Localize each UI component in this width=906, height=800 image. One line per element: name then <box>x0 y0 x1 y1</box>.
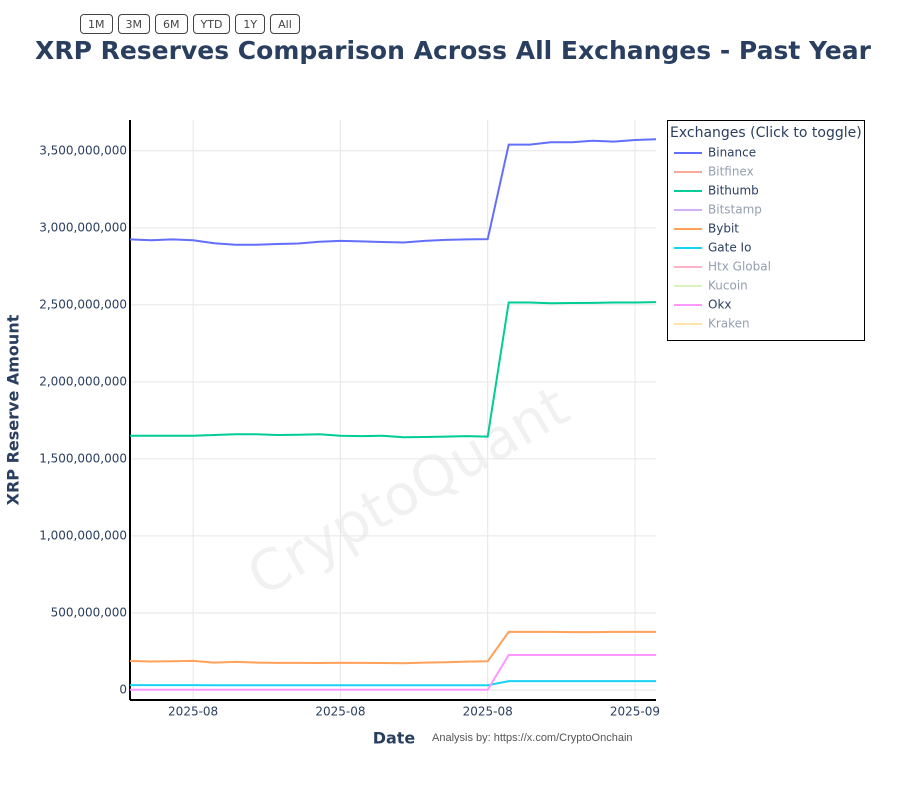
y-tick-label: 2,000,000,000 <box>39 374 127 388</box>
legend-label: Kucoin <box>708 279 748 293</box>
y-axis-title: XRP Reserve Amount <box>4 314 23 505</box>
legend-item[interactable]: Bithumb <box>674 184 759 198</box>
range-button[interactable]: 1M <box>80 14 113 34</box>
series-line <box>129 630 656 665</box>
x-tick-label: 2025-08 <box>315 705 365 719</box>
range-selector: 1M 3M 6M YTD 1Y All <box>80 14 300 34</box>
x-tick-label: 2025-09 <box>610 705 660 719</box>
legend-item[interactable]: Bybit <box>674 222 739 236</box>
y-tick-label: 1,000,000,000 <box>39 528 127 542</box>
y-tick-label: 3,000,000,000 <box>39 220 127 234</box>
series-line <box>130 680 656 687</box>
legend-item[interactable]: Gate Io <box>674 241 751 255</box>
range-button[interactable]: YTD <box>192 14 231 34</box>
legend-label: Htx Global <box>708 260 771 274</box>
y-tick-label: 1,500,000,000 <box>39 451 127 465</box>
y-tick-label: 500,000,000 <box>51 605 127 619</box>
legend-title: Exchanges (Click to toggle) <box>670 125 862 141</box>
legend-label: Bitstamp <box>708 203 762 217</box>
legend-item[interactable]: Bitstamp <box>674 203 762 217</box>
legend-item[interactable]: Kraken <box>674 317 750 331</box>
legend-item[interactable]: Binance <box>674 146 756 160</box>
grid <box>130 120 656 700</box>
x-axis-title: Date <box>373 729 416 748</box>
range-button[interactable]: 3M <box>117 14 150 34</box>
y-tick-label: 0 <box>119 682 127 696</box>
watermark: CryptoQuant <box>237 374 580 609</box>
series-line <box>129 138 657 246</box>
legend-item[interactable]: Okx <box>674 298 732 312</box>
x-tick-label: 2025-08 <box>168 705 218 719</box>
range-button[interactable]: 1Y <box>235 14 266 34</box>
x-tick-label: 2025-08 <box>463 705 513 719</box>
legend-label: Kraken <box>708 317 750 331</box>
legend-label: Okx <box>708 298 732 312</box>
series-line <box>130 654 656 691</box>
range-button[interactable]: 6M <box>155 14 188 34</box>
annotation: Analysis by: https://x.com/CryptoOnchain <box>432 732 633 744</box>
legend-item[interactable]: Kucoin <box>674 279 748 293</box>
legend-label: Bithumb <box>708 184 759 198</box>
legend-label: Gate Io <box>708 241 751 255</box>
legend-item[interactable]: Htx Global <box>674 260 771 274</box>
legend-label: Bybit <box>708 222 739 236</box>
range-button[interactable]: All <box>270 14 300 34</box>
series-line <box>130 301 657 439</box>
legend-label: Bitfinex <box>708 165 754 179</box>
legend-label: Binance <box>708 146 756 160</box>
legend-item[interactable]: Bitfinex <box>674 165 754 179</box>
chart-title: XRP Reserves Comparison Across All Excha… <box>35 36 872 65</box>
legend-box <box>667 120 865 341</box>
y-tick-label: 3,500,000,000 <box>39 143 127 157</box>
y-tick-label: 2,500,000,000 <box>39 297 127 311</box>
